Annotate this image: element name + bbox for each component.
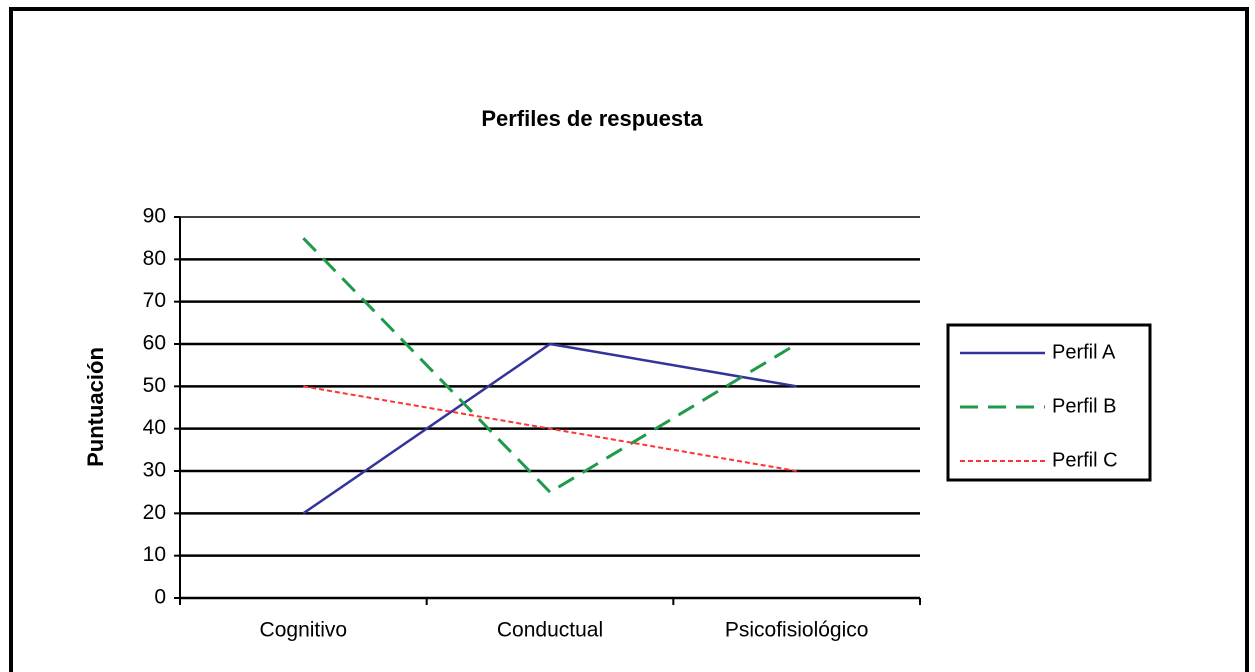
y-tick-label: 80: [143, 247, 166, 270]
legend-box: [946, 323, 1152, 482]
legend-label: Perfil C: [1052, 449, 1118, 471]
legend-label: Perfil B: [1052, 395, 1116, 417]
y-tick-label: 30: [143, 459, 166, 482]
y-tick-label: 10: [143, 543, 166, 566]
x-tick-label: Cognitivo: [260, 619, 348, 642]
y-tick-label: 20: [143, 501, 166, 524]
x-tick-label: Psicofisiológico: [725, 619, 869, 642]
series-line: [302, 237, 798, 495]
chart-title: Perfiles de respuesta: [481, 106, 703, 131]
y-tick-label: 70: [143, 289, 166, 312]
series-line: [303, 385, 797, 472]
y-tick-label: 60: [143, 332, 166, 355]
y-tick-label: 40: [143, 416, 166, 439]
y-axis-label: Puntuación: [83, 347, 108, 467]
y-tick-label: 50: [143, 374, 166, 397]
series-line: [302, 342, 797, 515]
y-tick-label: 90: [143, 205, 166, 228]
x-tick-label: Conductual: [497, 619, 603, 642]
legend-label: Perfil A: [1052, 341, 1116, 363]
y-tick-label: 0: [154, 586, 166, 609]
